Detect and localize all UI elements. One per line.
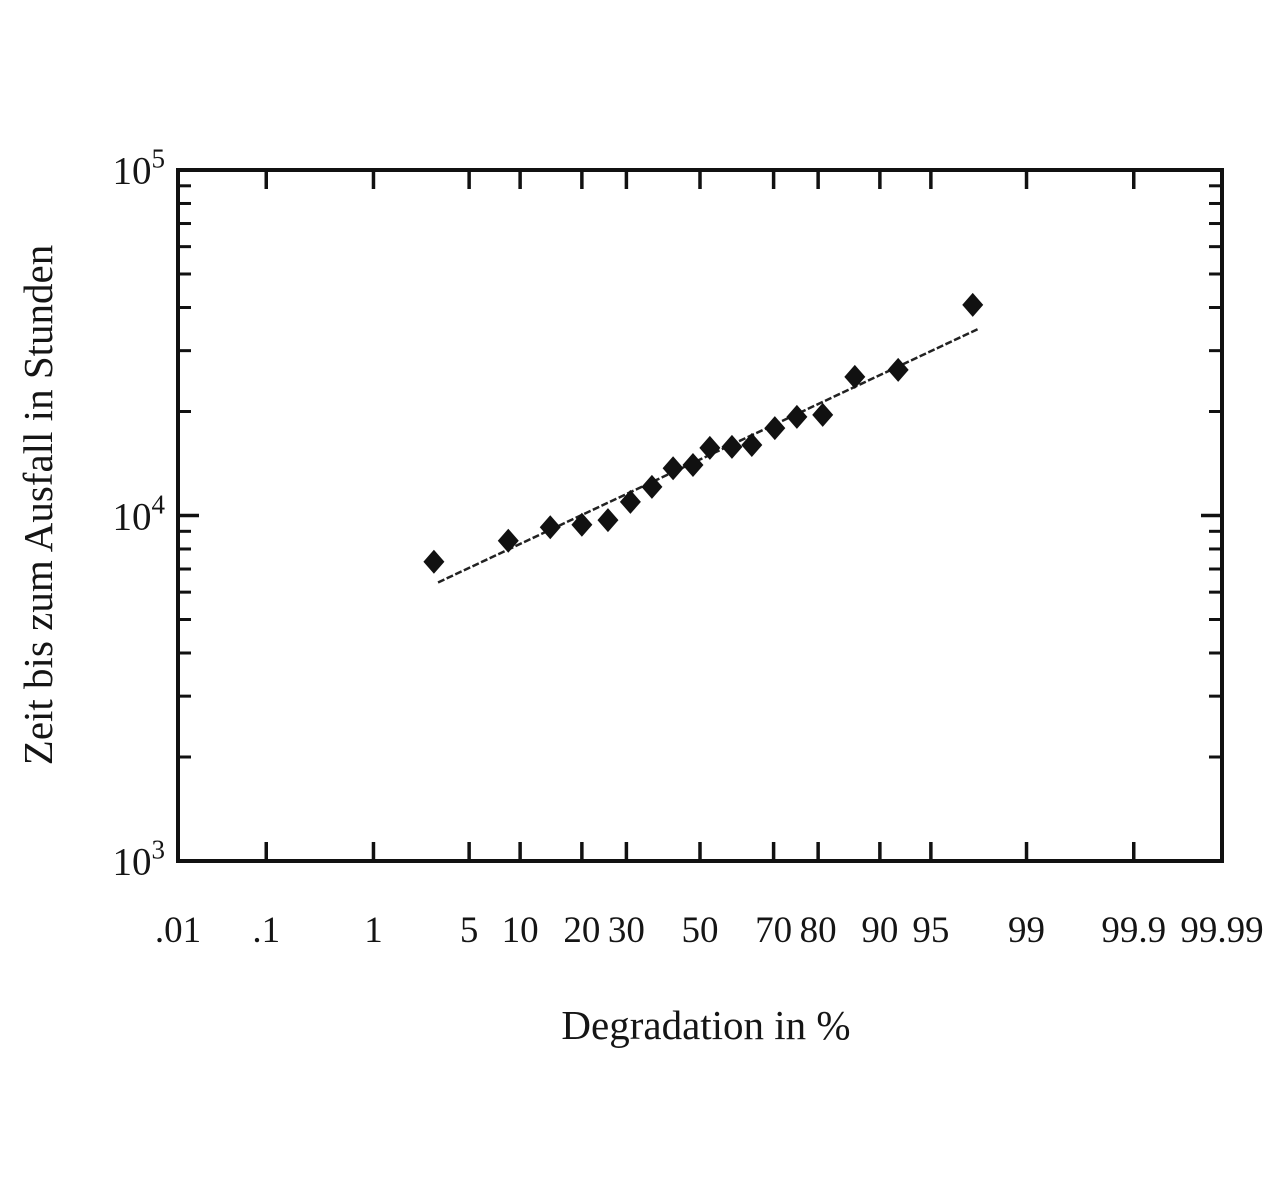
data-point-diamond bbox=[764, 416, 786, 441]
data-point-diamond bbox=[721, 434, 743, 459]
x-tick-label: 99.99 bbox=[1180, 910, 1264, 951]
data-point-diamond bbox=[962, 292, 984, 317]
data-point-diamond bbox=[844, 364, 866, 389]
x-tick-label: 99.9 bbox=[1101, 910, 1167, 951]
x-tick-label: 80 bbox=[799, 910, 837, 951]
plot-frame bbox=[176, 168, 1224, 863]
x-axis-title: Degradation in % bbox=[561, 1002, 851, 1048]
x-tick-label: 90 bbox=[861, 910, 899, 951]
data-point-diamond bbox=[741, 432, 763, 457]
data-point-diamond bbox=[662, 456, 684, 481]
data-point-diamond bbox=[812, 402, 834, 427]
x-tick-label: .01 bbox=[154, 910, 202, 951]
data-point-diamond bbox=[699, 435, 721, 460]
x-tick-label: 1 bbox=[364, 910, 383, 951]
y-tick-label: 105 bbox=[112, 143, 166, 193]
data-point-diamond bbox=[539, 515, 561, 540]
y-tick-label: 103 bbox=[112, 834, 166, 884]
data-point-diamond bbox=[423, 549, 445, 574]
data-point-diamond bbox=[597, 508, 619, 533]
y-tick-label: 104 bbox=[112, 488, 166, 538]
x-tick-label: .1 bbox=[252, 910, 281, 951]
x-tick-label: 50 bbox=[681, 910, 719, 951]
data-point-diamond bbox=[887, 357, 909, 382]
data-point-diamond bbox=[619, 489, 641, 514]
data-point-diamond bbox=[497, 528, 519, 553]
data-point-diamond bbox=[682, 453, 704, 478]
x-tick-label: 10 bbox=[501, 910, 539, 951]
x-tick-label: 5 bbox=[459, 910, 479, 951]
data-point-diamond bbox=[786, 404, 808, 429]
x-tick-label: 20 bbox=[563, 910, 601, 951]
data-point-diamond bbox=[641, 474, 663, 499]
data-point-diamond bbox=[571, 512, 593, 537]
y-axis-title: Zeit bis zum Ausfall in Stunden bbox=[15, 244, 61, 766]
x-tick-label: 95 bbox=[912, 910, 950, 951]
x-tick-label: 70 bbox=[755, 910, 793, 951]
x-tick-label: 30 bbox=[607, 910, 645, 951]
x-tick-label: 99 bbox=[1008, 910, 1046, 951]
